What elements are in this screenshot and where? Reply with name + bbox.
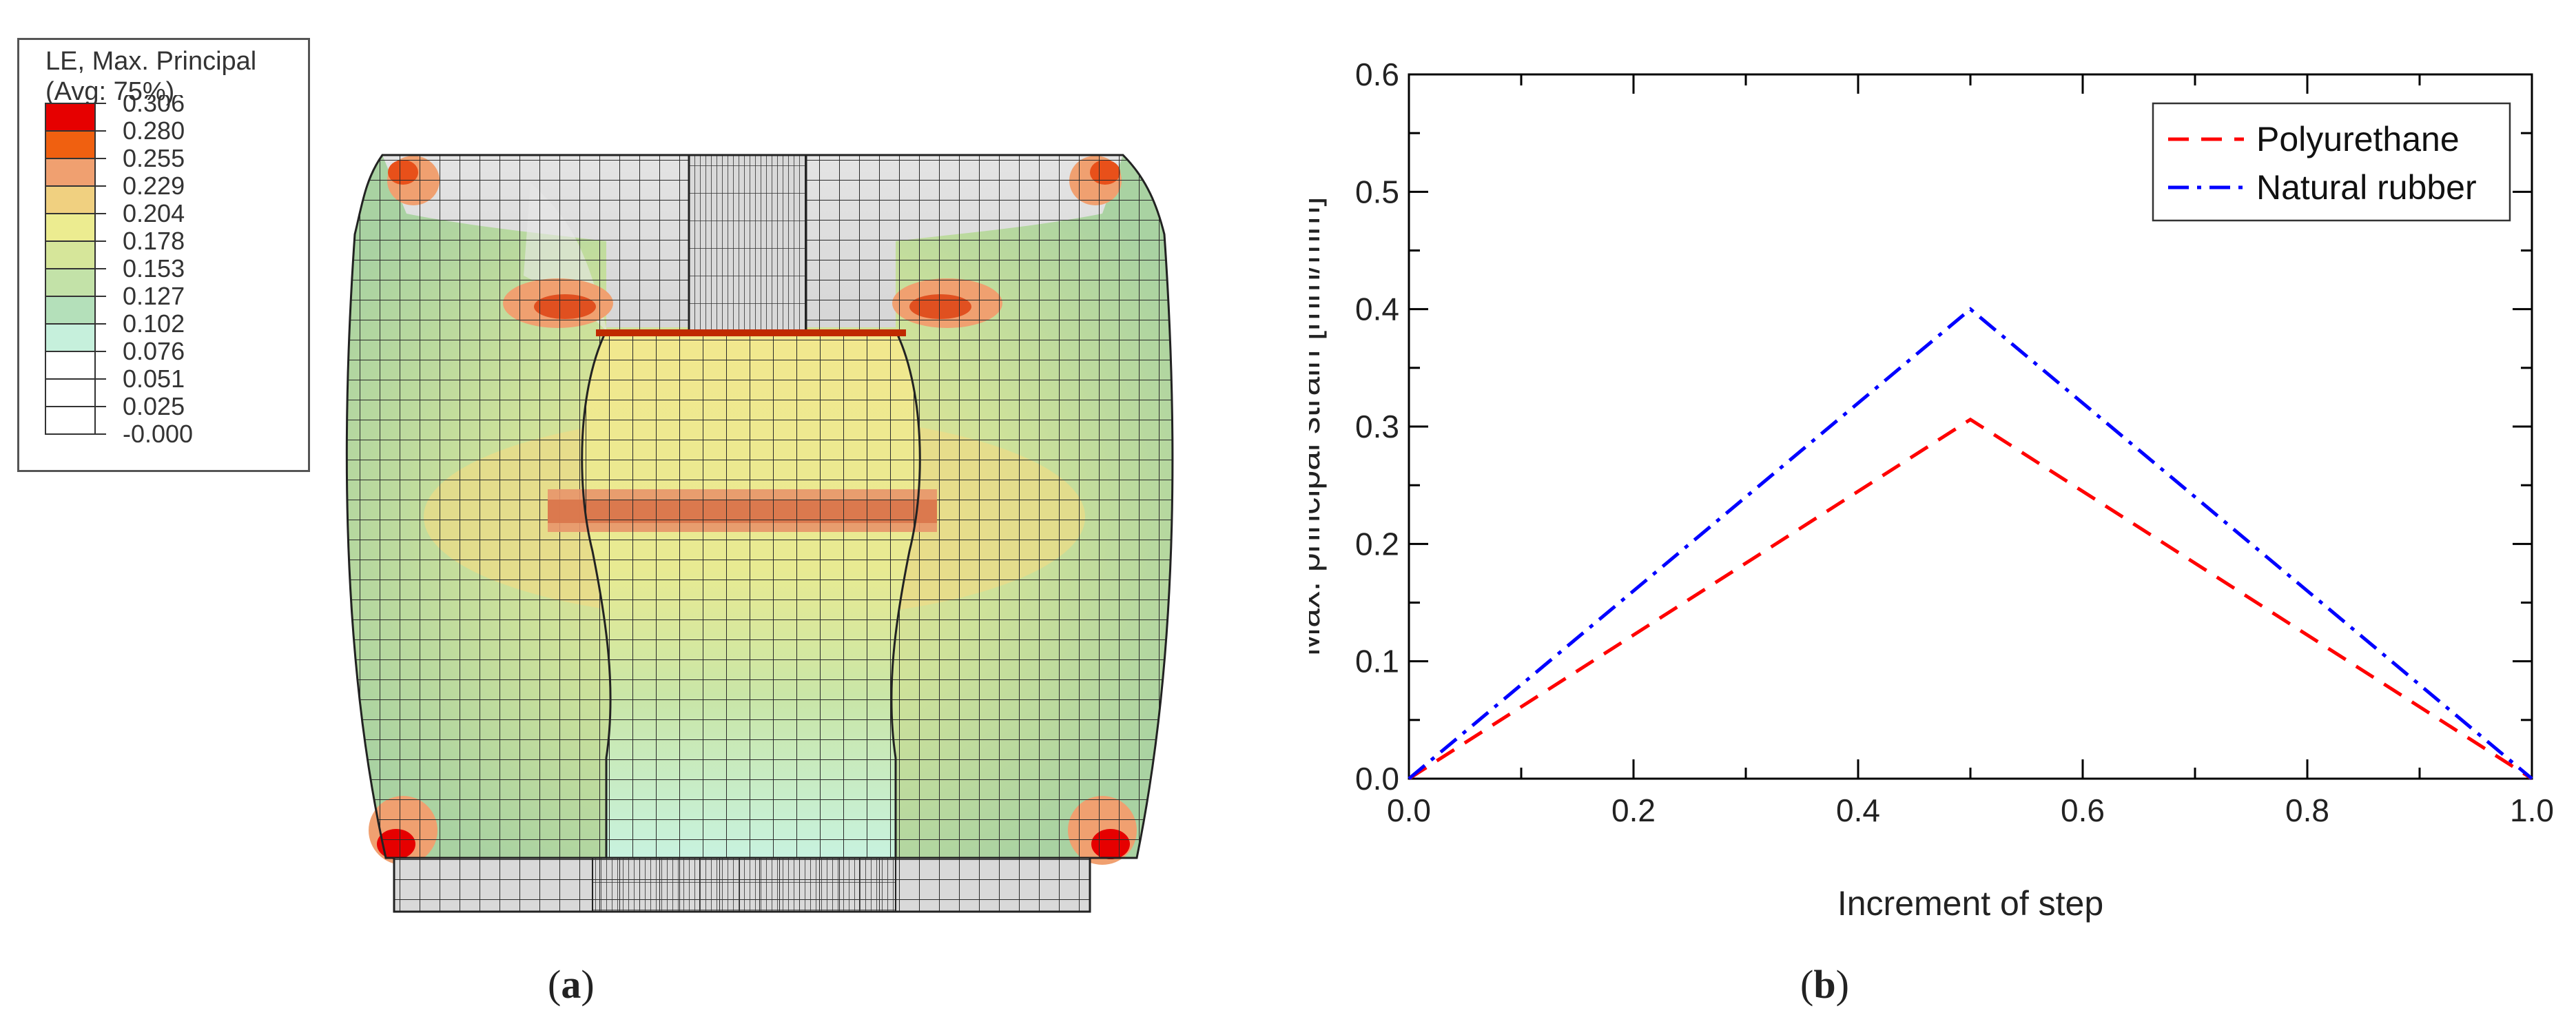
legend-value-label: 0.102 xyxy=(123,309,185,338)
series-line xyxy=(1408,307,2533,780)
y-tick-label: 0.2 xyxy=(1355,526,1399,562)
legend-color-band xyxy=(45,378,96,407)
y-axis-label: Max. principal strain [mm/mm] xyxy=(1309,197,1327,657)
legend-color-band xyxy=(45,323,96,352)
legend-color-band xyxy=(45,268,96,297)
panel-b: 0.0 0.2 0.4 0.6 0.8 1.0 0.0 0.1 0.2 0.3 0.4 0.5 0.6 I… xyxy=(1288,0,2576,1035)
legend-scale: 0.3060.2800.2550.2290.2040.1780.1530.127… xyxy=(45,95,193,448)
legend-value-label: 0.306 xyxy=(123,95,185,117)
caption-b-letter: b xyxy=(1813,962,1836,1007)
caption-a: (a) xyxy=(548,962,595,1007)
legend-color-band xyxy=(45,406,96,435)
legend-value-label: 0.127 xyxy=(123,282,185,310)
legend-color-band xyxy=(45,240,96,269)
y-tick-label: 0.0 xyxy=(1355,761,1399,797)
series-line xyxy=(1408,417,2533,781)
x-tick-label: 0.4 xyxy=(1836,792,1880,828)
legend-color-band xyxy=(45,130,96,159)
legend-value-label: 0.051 xyxy=(123,365,185,393)
legend-value-label: 0.076 xyxy=(123,337,185,365)
legend-series-label: Polyurethane xyxy=(2256,120,2460,158)
legend-value-label: 0.153 xyxy=(123,254,185,283)
legend-value-label: 0.204 xyxy=(123,199,185,227)
fe-mesh-contour-plot xyxy=(345,154,1174,913)
panel-a: LE, Max. Principal (Avg: 75%) 0.306 0.280… xyxy=(17,38,1174,1007)
x-tick-label: 0.2 xyxy=(1611,792,1656,828)
y-tick-label: 0.4 xyxy=(1355,291,1399,327)
y-tick-label: 0.6 xyxy=(1355,57,1399,92)
legend-value-label: 0.229 xyxy=(123,172,185,200)
legend-value-label: 0.178 xyxy=(123,227,185,255)
caption-a-letter: a xyxy=(561,962,581,1007)
legend-color-band xyxy=(45,185,96,214)
legend-title: LE, Max. Principal xyxy=(45,47,257,76)
legend-subtitle: (Avg: 75%) xyxy=(45,77,175,106)
x-tick-label: 0.8 xyxy=(2285,792,2329,828)
strain-line-chart: 0.0 0.2 0.4 0.6 0.8 1.0 0.0 0.1 0.2 0.3 0.4 0.5 0.6 I… xyxy=(1288,57,2554,923)
legend-value-label: 0.025 xyxy=(123,392,185,420)
x-axis-label: Increment of step xyxy=(1837,884,2103,923)
legend-value-label: 0.255 xyxy=(123,144,185,172)
x-tick-label: 0.6 xyxy=(2061,792,2105,828)
legend-value-label: -0.000 xyxy=(123,420,193,448)
y-tick-label: 0.5 xyxy=(1355,174,1399,209)
contour-legend: LE, Max. Principal (Avg: 75%) 0.306 0.280… xyxy=(17,38,310,472)
x-tick-label: 0.0 xyxy=(1387,792,1431,828)
chart-legend-box xyxy=(2152,102,2511,222)
caption-b: (b) xyxy=(1800,962,1849,1007)
legend-series-label: Natural rubber xyxy=(2256,168,2477,207)
legend-color-band xyxy=(45,213,96,242)
y-tick-label: 0.3 xyxy=(1355,409,1399,444)
x-tick-label: 1.0 xyxy=(2510,792,2554,828)
legend-color-band xyxy=(45,103,96,132)
legend-value-label: 0.280 xyxy=(123,116,185,145)
y-tick-label: 0.1 xyxy=(1355,644,1399,679)
